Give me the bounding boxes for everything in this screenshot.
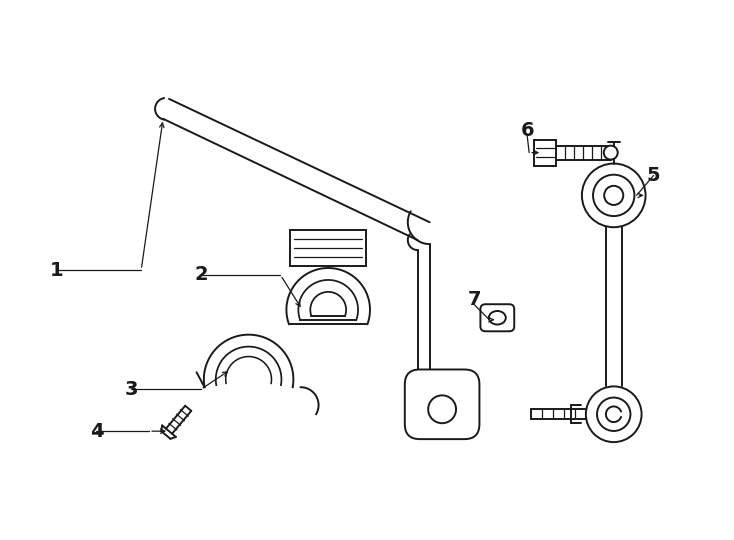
- Text: 6: 6: [520, 121, 534, 140]
- Text: 1: 1: [50, 260, 63, 280]
- Text: 5: 5: [647, 166, 661, 185]
- FancyBboxPatch shape: [481, 304, 515, 331]
- Circle shape: [586, 387, 642, 442]
- Circle shape: [604, 146, 618, 160]
- Text: 3: 3: [125, 380, 138, 399]
- Text: 4: 4: [90, 422, 103, 441]
- Circle shape: [582, 164, 646, 227]
- FancyBboxPatch shape: [405, 369, 479, 439]
- Text: 7: 7: [468, 291, 482, 309]
- Ellipse shape: [489, 311, 506, 325]
- Text: 2: 2: [194, 266, 208, 285]
